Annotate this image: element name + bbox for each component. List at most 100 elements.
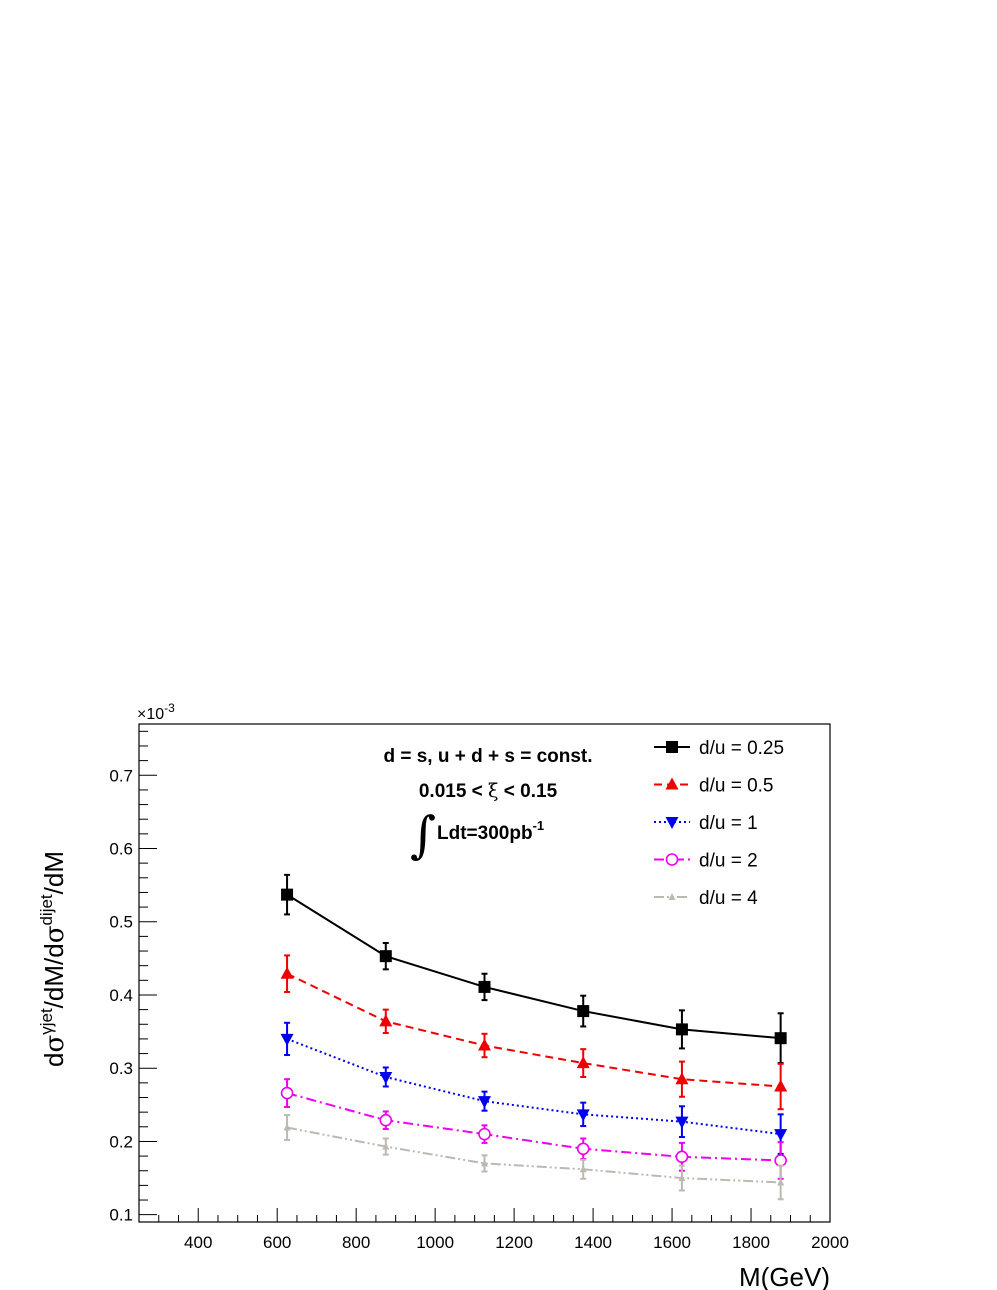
data-point xyxy=(478,1096,491,1109)
x-tick-label: 800 xyxy=(342,1233,370,1252)
series-line xyxy=(286,1037,781,1136)
legend-label: d/u = 1 xyxy=(699,813,758,834)
x-tick-label: 1400 xyxy=(574,1233,612,1252)
data-point xyxy=(379,950,392,963)
y-tick-label: 0.5 xyxy=(109,913,133,932)
data-point xyxy=(280,1086,294,1100)
x-tick-label: 1600 xyxy=(653,1233,691,1252)
svg-text:dσγjet/dM/dσdijet/dM: dσγjet/dM/dσdijet/dM xyxy=(37,851,70,1067)
data-point xyxy=(675,1023,688,1036)
data-point xyxy=(280,966,294,979)
y-title-end: /dM xyxy=(39,851,69,894)
data-point xyxy=(576,1142,590,1156)
annotation-line2-post: < 0.15 xyxy=(499,781,558,802)
x-axis-title: M(GeV) xyxy=(739,1262,830,1290)
y-title-sup2: dijet xyxy=(37,894,56,925)
y-tick-label: 0.2 xyxy=(109,1132,133,1151)
annotation-integral: ∫ xyxy=(410,806,436,864)
x-tick-label: 600 xyxy=(263,1233,291,1252)
series-line xyxy=(286,893,781,1040)
data-point xyxy=(774,1032,787,1045)
legend-entry: d/u = 0.5 xyxy=(654,776,773,797)
series-4 xyxy=(280,1078,787,1180)
data-point xyxy=(478,1127,491,1141)
legend-marker xyxy=(666,741,678,753)
y-multiplier-base: ×10 xyxy=(137,706,164,723)
series-line xyxy=(286,972,781,1088)
y-tick-label: 0.3 xyxy=(109,1059,133,1078)
x-tick-label: 400 xyxy=(184,1233,212,1252)
data-point xyxy=(678,1174,686,1182)
data-point xyxy=(675,1072,689,1085)
legend-entry: d/u = 4 xyxy=(654,888,758,909)
annotation-line2-pre: 0.015 < xyxy=(419,781,488,802)
plot-frame xyxy=(138,723,831,1223)
data-point xyxy=(379,1071,393,1084)
y-tick-label: 0.7 xyxy=(109,766,133,785)
legend-entry: d/u = 1 xyxy=(654,813,758,834)
series-3 xyxy=(280,1021,788,1155)
annotation-line3-sup: -1 xyxy=(533,818,545,833)
legend-entry: d/u = 0.25 xyxy=(654,738,784,759)
legend-marker xyxy=(665,777,679,790)
x-tick-label: 1800 xyxy=(732,1233,770,1252)
series-5 xyxy=(283,1114,785,1201)
data-point xyxy=(576,1056,590,1069)
y-title-sup1: γjet xyxy=(37,1008,56,1035)
y-tick-label: 0.4 xyxy=(109,986,133,1005)
y-axis-ticks: 0.1 0.2 0.3 0.4 0.5 0.6 0.7 xyxy=(109,730,157,1225)
y-title-d1: d xyxy=(39,1053,69,1067)
y-multiplier-exp: -3 xyxy=(164,701,175,715)
data-point xyxy=(478,1038,491,1051)
series-line xyxy=(286,1092,781,1162)
legend-label: d/u = 4 xyxy=(699,888,758,909)
data-point xyxy=(576,1109,590,1122)
annotation: d = s, u + d + s = const. 0.015 < ξ < 0.… xyxy=(383,746,592,864)
legend-marker xyxy=(665,853,679,866)
legend-entry: d/u = 2 xyxy=(654,851,758,872)
legend: d/u = 0.25 d/u = 0.5 d/u = 1 d/u = 2 d/u = 4 xyxy=(654,738,784,909)
annotation-line1: d = s, u + d + s = const. xyxy=(383,746,592,767)
data-point xyxy=(675,1150,689,1164)
series-layer xyxy=(280,873,788,1201)
data-point xyxy=(579,1165,587,1173)
data-point xyxy=(281,888,294,901)
series-1 xyxy=(281,873,787,1065)
data-point xyxy=(577,1005,590,1018)
y-title-sigma1: σ xyxy=(40,1035,70,1053)
annotation-line3-main: Ldt=300pb xyxy=(437,823,533,844)
annotation-line2: 0.015 < ξ < 0.15 xyxy=(419,780,558,802)
data-point xyxy=(382,1142,390,1150)
data-point xyxy=(777,1178,785,1186)
annotation-xi: ξ xyxy=(488,780,498,802)
series-line xyxy=(286,1126,781,1184)
x-tick-label: 1000 xyxy=(416,1233,454,1252)
legend-marker xyxy=(668,893,676,900)
data-point xyxy=(283,1123,291,1131)
data-point xyxy=(478,980,491,993)
series-2 xyxy=(280,954,788,1111)
data-point xyxy=(774,1129,788,1142)
y-title-sigma2: σ xyxy=(40,926,70,944)
legend-marker xyxy=(665,817,679,829)
x-tick-label: 2000 xyxy=(811,1233,849,1252)
data-point xyxy=(481,1159,488,1167)
y-title-mid: /dM/d xyxy=(39,943,69,1008)
y-tick-label: 0.1 xyxy=(109,1206,133,1225)
data-point xyxy=(675,1116,689,1129)
data-point xyxy=(379,1113,393,1127)
y-multiplier: ×10-3 xyxy=(137,701,175,723)
y-axis-title: dσγjet/dM/dσdijet/dM xyxy=(37,851,70,1067)
data-point xyxy=(280,1033,294,1046)
x-axis-ticks: 400 600 800 1000 1200 1400 1600 1800 2000 xyxy=(138,1208,849,1252)
data-point xyxy=(379,1014,393,1027)
legend-label: d/u = 0.25 xyxy=(699,738,784,759)
legend-label: d/u = 2 xyxy=(699,851,758,872)
data-point xyxy=(774,1154,787,1167)
y-tick-label: 0.6 xyxy=(109,840,133,859)
x-tick-label: 1200 xyxy=(495,1233,533,1252)
data-point xyxy=(774,1079,788,1092)
annotation-line3: Ldt=300pb-1 xyxy=(437,818,544,844)
legend-label: d/u = 0.5 xyxy=(699,776,773,797)
